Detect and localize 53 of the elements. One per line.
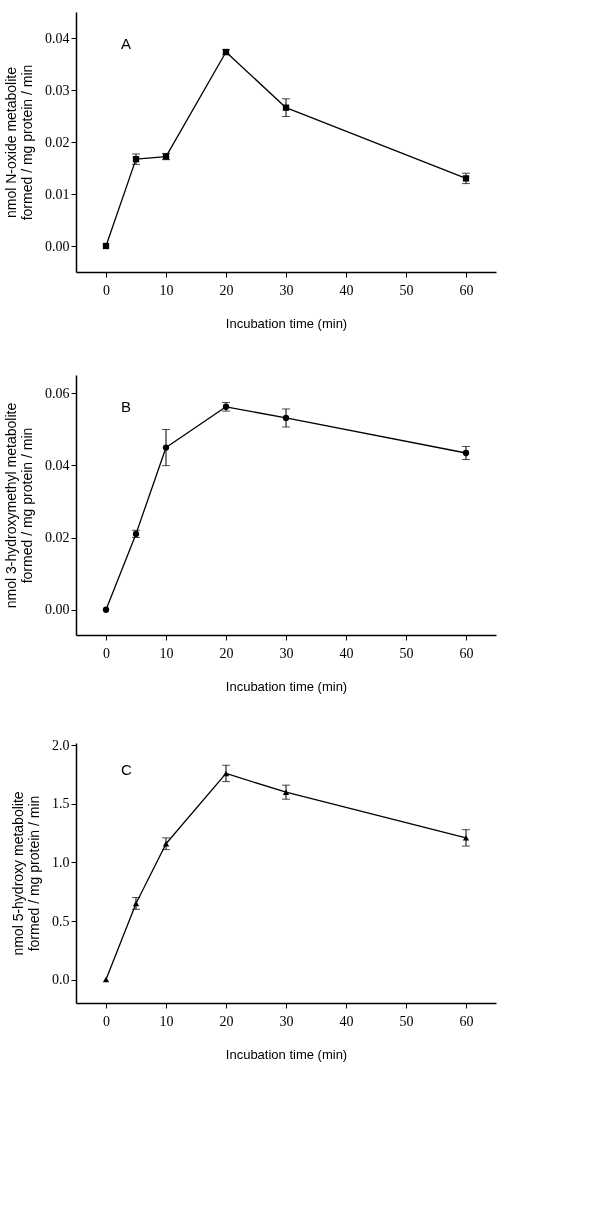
y-tick-label: 0.01	[45, 186, 70, 202]
point	[282, 104, 290, 111]
y-tick-label: 0.06	[45, 385, 70, 401]
y-tick-label: 0.00	[45, 602, 70, 618]
x-tick-label: 0	[103, 1013, 110, 1029]
text: C	[121, 761, 132, 779]
x-tick-label: 0	[103, 282, 110, 298]
x-tick-label: 60	[459, 282, 474, 298]
x-tick-label: 60	[459, 645, 474, 661]
x-tick-label: 20	[219, 1013, 234, 1029]
point	[102, 606, 110, 613]
point	[222, 770, 230, 777]
point	[282, 789, 290, 795]
y-tick-label: 0.04	[45, 30, 70, 46]
x-tick-label: 40	[339, 1013, 354, 1029]
x-tick-label: 10	[159, 1013, 174, 1029]
point	[462, 835, 470, 841]
point	[282, 414, 290, 422]
y-tick-label: 0.02	[45, 134, 70, 150]
x-tick-label: 30	[279, 1013, 294, 1029]
y-tick-label: 1.5	[52, 796, 70, 812]
y-tick-label: 0.00	[45, 238, 70, 254]
text: A	[121, 35, 132, 52]
x-tick-label: 10	[159, 282, 174, 298]
x-tick-label: 30	[279, 282, 294, 298]
point	[102, 976, 110, 983]
x-tick-label: 40	[339, 645, 354, 661]
x-tick-label: 0	[103, 645, 110, 661]
x-tick-label: 10	[159, 645, 174, 661]
x-tick-label: 30	[279, 645, 294, 661]
x-axis-title: Incubation time (min)	[225, 315, 348, 331]
y-tick-label: 0.0	[52, 972, 70, 988]
y-axis-title: nmol 3-hydroxymethyl metabolite formed / mg protein / min	[3, 402, 35, 609]
point	[162, 444, 170, 451]
point	[102, 242, 110, 250]
y-axis-title: nmol N-oxide metabolite formed / mg protein / min	[3, 64, 35, 221]
x-tick-label: 50	[399, 1013, 414, 1029]
y-tick-label: 2.0	[52, 737, 70, 753]
x-tick-label: 20	[219, 282, 234, 298]
x-tick-label: 50	[399, 282, 414, 298]
x-axis-title: Incubation time (min)	[225, 678, 348, 694]
x-axis-title: Incubation time (min)	[225, 1046, 348, 1062]
y-axis-title: nmol 5-hydroxy metabolite formed / mg protein / min	[10, 791, 42, 956]
y-tick-label: 0.5	[52, 913, 70, 929]
x-tick-label: 60	[459, 1013, 474, 1029]
x-tick-label: 40	[339, 282, 354, 298]
y-tick-label: 0.02	[45, 530, 70, 545]
text: B	[121, 398, 132, 415]
y-tick-label: 0.03	[45, 82, 70, 98]
x-tick-label: 20	[219, 645, 234, 661]
y-tick-label: 0.04	[45, 457, 70, 473]
y-tick-label: 1.0	[52, 854, 70, 870]
x-tick-label: 50	[399, 645, 414, 661]
